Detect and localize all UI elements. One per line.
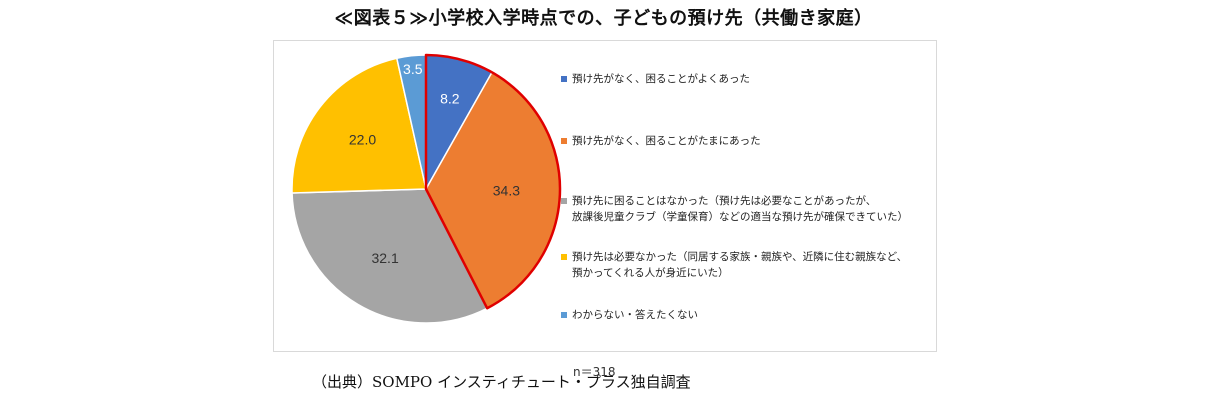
legend-swatch: [561, 254, 567, 260]
chart-title: ≪図表５≫小学校入学時点での、子どもの預け先（共働き家庭）: [334, 8, 873, 29]
slice-value-label-5: 3.5: [403, 61, 423, 77]
pie-chart: 8.2 34.3 32.1 22.0 3.5: [291, 53, 562, 324]
legend-item-1: 預け先がなく、困ることがよくあった: [561, 71, 750, 87]
pie-slice-3: [291, 188, 489, 324]
legend-item-4: 預け先は必要なかった（同居する家族・親族や、近隣に住む親族など、 預かってくれる…: [561, 249, 907, 281]
slice-value-label-4: 22.0: [349, 132, 376, 148]
highlight-outline: [424, 53, 562, 310]
legend-item-2: 預け先がなく、困ることがたまにあった: [561, 133, 761, 149]
legend-swatch: [561, 138, 567, 144]
source-note: （出典）SOMPO インスティチュート・プラス独自調査: [312, 373, 691, 391]
legend-item-5: わからない・答えたくない: [561, 307, 698, 323]
slice-value-label-3: 32.1: [371, 250, 398, 266]
legend-item-3: 預け先に困ることはなかった（預け先は必要なことがあったが、 放課後児童クラブ（学…: [561, 193, 908, 225]
slice-value-label-2: 34.3: [493, 183, 520, 199]
pie-slice-4: [291, 57, 427, 194]
legend-swatch: [561, 198, 567, 204]
legend-label: 預け先がなく、困ることがよくあった: [572, 73, 750, 85]
chart-area: 8.2 34.3 32.1 22.0 3.5 n＝318 預け先がなく、困ることがよくあ…: [273, 40, 937, 379]
slice-value-label-1: 8.2: [440, 90, 460, 106]
legend-swatch: [561, 76, 567, 82]
legend-label: わからない・答えたくない: [572, 309, 698, 321]
legend-label: 預け先がなく、困ることがたまにあった: [572, 135, 761, 147]
legend-label: 預け先に困ることはなかった（預け先は必要なことがあったが、 放課後児童クラブ（学…: [572, 195, 908, 223]
sample-size-label: n＝318: [573, 365, 616, 379]
legend-swatch: [561, 312, 567, 318]
legend-label: 預け先は必要なかった（同居する家族・親族や、近隣に住む親族など、 預かってくれる…: [572, 251, 908, 279]
